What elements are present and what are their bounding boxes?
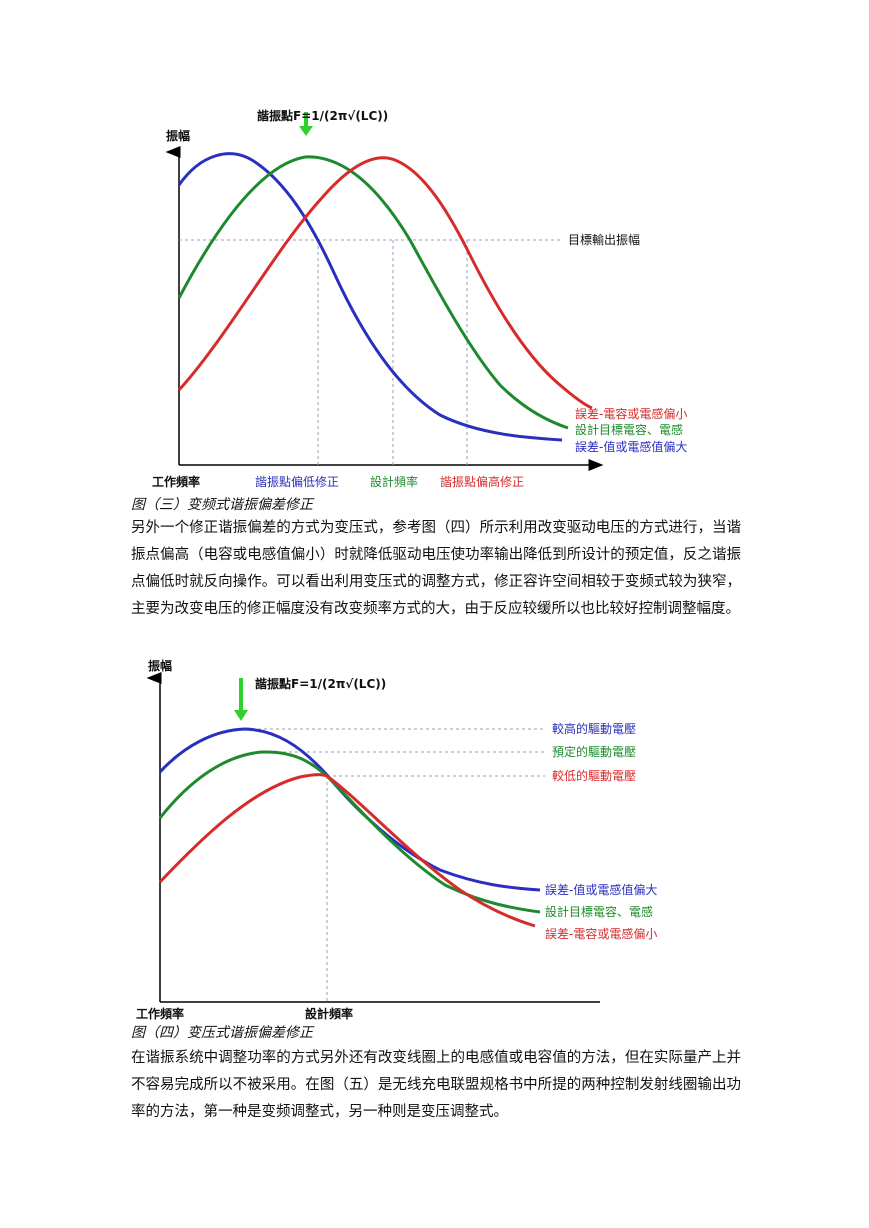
curve-label-red: 誤差-電容或電感偏小 <box>575 406 687 421</box>
formula-label: 諧振點F=1/(2π√(LC)) <box>257 108 388 123</box>
curve-green <box>177 155 569 430</box>
curve-blue <box>158 727 541 892</box>
curve-blue <box>177 152 563 442</box>
formula-label: 諧振點F=1/(2π√(LC)) <box>255 676 386 691</box>
resonance-arrowhead-icon <box>234 710 248 721</box>
target-amplitude-label: 目標輸出振幅 <box>568 232 640 247</box>
level-label-preset: 預定的驅動電壓 <box>552 744 636 759</box>
figure-3-caption: 图（三）变频式谐振偏差修正 <box>131 497 313 513</box>
paragraph-2: 在谐振系统中调整功率的方式另外还有改变线圈上的电感值或电容值的方法，但在实际量产… <box>131 1050 741 1120</box>
figure-3: 諧振點F=1/(2π√(LC)) 振幅 目標輸出振幅 誤差-電容或電感偏小 設計… <box>0 100 869 495</box>
figure-4-caption: 图（四）变压式谐振偏差修正 <box>131 1025 313 1041</box>
curve-label-green: 設計目標電容、電感 <box>575 422 683 437</box>
figure-3-chart: 諧振點F=1/(2π√(LC)) 振幅 目標輸出振幅 誤差-電容或電感偏小 設計… <box>152 108 687 489</box>
x-label-high: 諧振點偏高修正 <box>440 474 524 489</box>
x-label-design: 設計頻率 <box>305 1006 353 1021</box>
x-label-design: 設計頻率 <box>370 474 418 489</box>
curve-label-red: 誤差-電容或電感偏小 <box>545 926 657 941</box>
y-axis-label: 振幅 <box>148 658 172 673</box>
curve-red <box>158 773 536 928</box>
curve-red <box>177 156 593 410</box>
figure-4: 振幅 諧振點F=1/(2π√(LC)) 較高的驅動電壓 預定的驅動電壓 較低的驅… <box>0 650 869 1022</box>
curve-label-blue: 誤差-值或電感值偏大 <box>575 439 687 454</box>
level-label-low: 較低的驅動電壓 <box>552 768 636 783</box>
x-label-origin: 工作頻率 <box>152 474 200 489</box>
curve-label-green: 設計目標電容、電感 <box>545 904 653 919</box>
resonance-arrowhead-icon <box>299 126 313 136</box>
x-label-origin: 工作頻率 <box>136 1006 184 1021</box>
y-axis-label: 振幅 <box>166 128 190 143</box>
x-label-low: 諧振點偏低修正 <box>255 474 339 489</box>
curve-label-blue: 誤差-值或電感值偏大 <box>545 882 657 897</box>
paragraph-1: 另外一个修正谐振偏差的方式为变压式，参考图（四）所示利用改变驱动电压的方式进行，… <box>131 520 741 617</box>
figure-4-chart: 振幅 諧振點F=1/(2π√(LC)) 較高的驅動電壓 預定的驅動電壓 較低的驅… <box>136 658 657 1021</box>
level-label-high: 較高的驅動電壓 <box>552 721 636 736</box>
